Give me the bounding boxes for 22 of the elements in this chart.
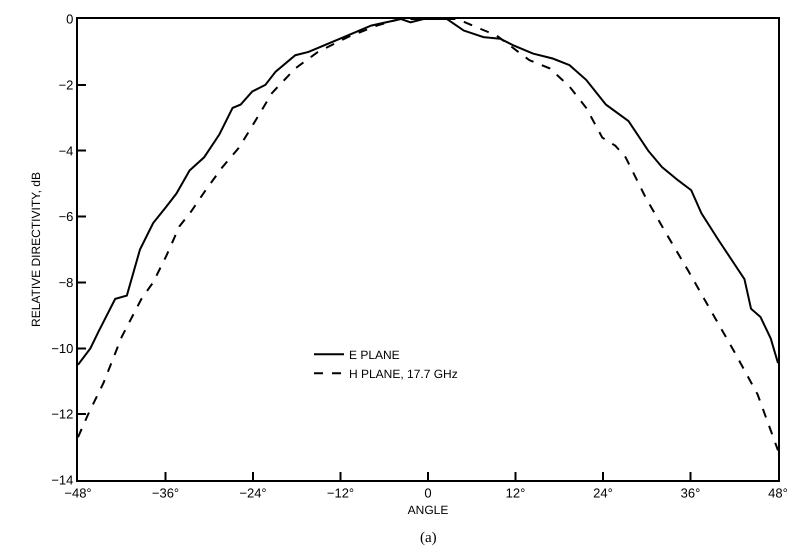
y-tick-label: −14 bbox=[51, 472, 74, 488]
y-tick-label: −12 bbox=[51, 406, 74, 422]
y-tick-label: −8 bbox=[58, 274, 74, 290]
y-tick-label: −6 bbox=[58, 209, 74, 224]
y-tick-label: −10 bbox=[51, 340, 74, 356]
x-axis-title: ANGLE bbox=[408, 503, 448, 517]
y-tick-label: −2 bbox=[58, 77, 74, 92]
x-tick-label: −48° bbox=[64, 486, 92, 501]
x-tick-label: 36° bbox=[680, 486, 700, 501]
text: (a) bbox=[420, 530, 437, 546]
y-axis-title: RELATIVE DIRECTIVITY, dB bbox=[29, 172, 44, 327]
x-tick-label: −12° bbox=[326, 486, 354, 501]
x-tick-label: 0 bbox=[424, 486, 432, 501]
y-tick-label: 0 bbox=[66, 12, 74, 27]
y-tick-label: −4 bbox=[58, 143, 74, 158]
legend-label: H PLANE, 17.7 GHz bbox=[349, 366, 458, 381]
x-tick-label: −24° bbox=[239, 486, 267, 501]
legend-label: E PLANE bbox=[349, 348, 400, 362]
x-tick-label: 12° bbox=[506, 486, 526, 501]
x-tick-label: 48° bbox=[768, 486, 788, 501]
x-tick-label: −36° bbox=[152, 486, 180, 501]
x-tick-label: 24° bbox=[593, 486, 613, 501]
